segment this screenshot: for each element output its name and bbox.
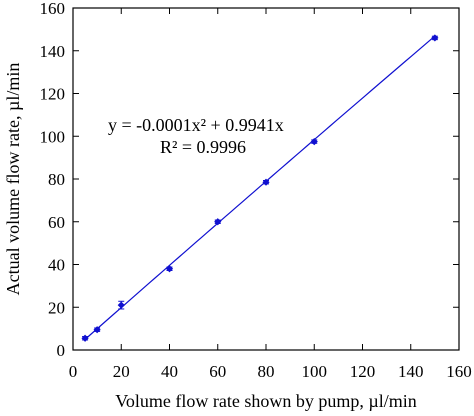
x-axis-title: Volume flow rate shown by pump, µl/min	[115, 391, 417, 411]
r-squared-annotation: R² = 0.9996	[160, 137, 246, 157]
y-tick-label: 100	[40, 127, 66, 146]
y-axis-title: Actual volume flow rate, µl/min	[3, 63, 23, 296]
trendline	[84, 35, 436, 340]
data-point-layer	[81, 34, 439, 342]
x-tick-label: 120	[350, 362, 376, 381]
y-tick-label: 160	[40, 0, 66, 18]
data-point	[165, 265, 174, 273]
data-point	[93, 326, 101, 334]
x-axis-ticks: 0 20 40 60 80 100 120 140 160	[69, 8, 472, 381]
x-tick-label: 40	[161, 362, 178, 381]
y-axis-ticks: 0 20 40 60 80 100 120 140 160	[40, 0, 459, 360]
data-point	[431, 34, 439, 42]
y-tick-label: 40	[48, 256, 65, 275]
data-point	[214, 218, 222, 226]
y-tick-label: 0	[57, 341, 66, 360]
data-point	[81, 334, 89, 342]
y-tick-label: 140	[40, 42, 66, 61]
trendline-layer	[84, 35, 436, 340]
x-tick-label: 20	[113, 362, 130, 381]
y-tick-label: 80	[48, 170, 65, 189]
x-tick-label: 100	[302, 362, 328, 381]
data-point	[262, 178, 270, 186]
x-tick-label: 60	[209, 362, 226, 381]
x-tick-label: 160	[446, 362, 472, 381]
y-tick-label: 60	[48, 213, 65, 232]
x-tick-label: 140	[398, 362, 424, 381]
equation-annotation: y = -0.0001x² + 0.9941x	[108, 115, 284, 135]
y-tick-label: 20	[48, 298, 65, 317]
x-tick-label: 80	[258, 362, 275, 381]
x-tick-label: 0	[69, 362, 78, 381]
data-point	[310, 137, 318, 146]
data-point	[117, 301, 125, 309]
y-tick-label: 120	[40, 85, 66, 104]
